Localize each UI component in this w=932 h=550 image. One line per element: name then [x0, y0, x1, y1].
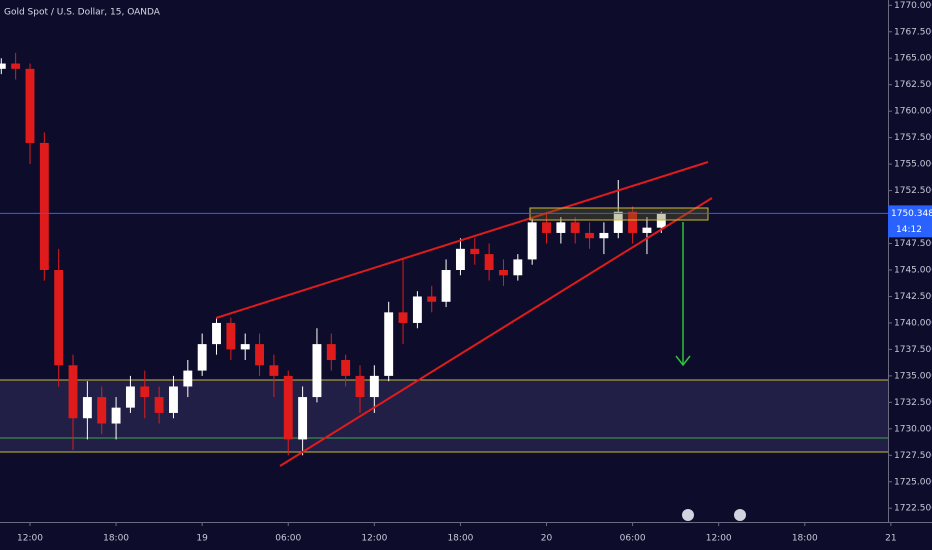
candle-body	[269, 365, 279, 376]
candle-body	[183, 370, 193, 387]
candle-body	[240, 344, 250, 350]
y-tick-label: 1722.500	[894, 504, 932, 514]
candle-body	[298, 397, 308, 440]
y-tick-label: 1747.500	[894, 239, 932, 249]
candle-body	[125, 386, 135, 408]
x-tick-label: 21	[885, 534, 896, 544]
candle-body	[427, 296, 437, 302]
candle-body	[82, 397, 92, 419]
y-tick-label: 1742.500	[894, 292, 932, 302]
price-axis	[888, 0, 932, 550]
candle-body	[97, 397, 107, 424]
x-tick-label: 12:00	[706, 534, 732, 544]
y-tick-label: 1740.000	[894, 318, 932, 328]
y-tick-label: 1727.500	[894, 451, 932, 461]
candle-body	[341, 360, 351, 376]
candles	[0, 52, 666, 456]
wedge-lower	[279, 197, 713, 467]
y-tick-label: 1767.500	[894, 27, 932, 37]
arrow-head	[675, 355, 691, 367]
chart-title: Gold Spot / U.S. Dollar, 15, OANDA	[4, 8, 161, 18]
candle-body	[628, 211, 638, 233]
x-tick-label: 20	[541, 534, 553, 544]
y-tick-label: 1757.500	[894, 133, 932, 143]
candle-body	[455, 248, 465, 270]
x-tick-label: 18:00	[103, 534, 129, 544]
last-price-box	[888, 205, 932, 238]
candle-body	[169, 386, 178, 413]
y-tick-label: 1745.000	[894, 266, 932, 276]
last-price-label: 1750.348	[891, 209, 932, 219]
candle-body	[570, 222, 580, 233]
candle-body	[542, 222, 551, 233]
candle-body	[441, 270, 451, 302]
x-tick-label: 06:00	[620, 534, 646, 544]
candle-body	[656, 213, 666, 228]
candle-body	[369, 375, 379, 398]
candle-body	[556, 222, 566, 233]
candle-body	[599, 232, 609, 239]
y-tick-label: 1770.000	[894, 1, 932, 11]
candle-body	[212, 322, 221, 345]
candle-body	[326, 344, 336, 360]
candle-body	[585, 232, 595, 239]
candle-body	[499, 270, 508, 276]
candle-body	[11, 63, 21, 69]
candle-body	[312, 344, 322, 398]
candle-body	[39, 142, 49, 270]
candle-body	[54, 270, 64, 366]
candle-body	[226, 322, 236, 350]
y-tick-label: 1762.500	[894, 80, 932, 90]
candle-body	[384, 312, 394, 376]
y-tick-label: 1730.000	[894, 424, 932, 434]
y-tick-label: 1735.000	[894, 371, 932, 381]
candle-body	[0, 63, 6, 69]
candle-body	[68, 365, 78, 419]
event-icon[interactable]	[682, 509, 694, 521]
candle-body	[398, 312, 408, 323]
candle-body	[25, 68, 35, 143]
resistance-box	[529, 207, 709, 221]
drawings	[215, 161, 746, 521]
x-tick-label: 19	[196, 534, 208, 544]
candle-body	[412, 296, 422, 323]
candle-body	[513, 259, 523, 276]
candle-body	[283, 375, 293, 440]
countdown-label: 14:12	[896, 225, 922, 235]
event-icon[interactable]	[734, 509, 746, 521]
candle-body	[355, 375, 365, 398]
y-tick-label: 1737.500	[894, 345, 932, 355]
candle-body	[154, 397, 164, 413]
x-tick-label: 18:00	[792, 534, 818, 544]
candle-body	[527, 222, 537, 260]
x-tick-label: 12:00	[361, 534, 387, 544]
candle-body	[111, 407, 121, 424]
candle-body	[642, 227, 652, 233]
candle-body	[197, 344, 207, 371]
y-tick-label: 1752.500	[894, 186, 932, 196]
y-tick-label: 1725.000	[894, 477, 932, 487]
candle-body	[140, 386, 150, 398]
x-tick-label: 12:00	[17, 534, 43, 544]
x-tick-label: 06:00	[275, 534, 301, 544]
candle-body	[613, 211, 623, 233]
candle-body	[484, 254, 494, 270]
candle-body	[470, 248, 480, 255]
x-tick-label: 18:00	[447, 534, 473, 544]
wedge-upper	[215, 161, 709, 319]
y-tick-label: 1760.000	[894, 107, 932, 117]
candle-body	[255, 344, 265, 366]
y-tick-label: 1732.500	[894, 398, 932, 408]
y-tick-label: 1755.000	[894, 160, 932, 170]
y-tick-label: 1765.000	[894, 54, 932, 64]
